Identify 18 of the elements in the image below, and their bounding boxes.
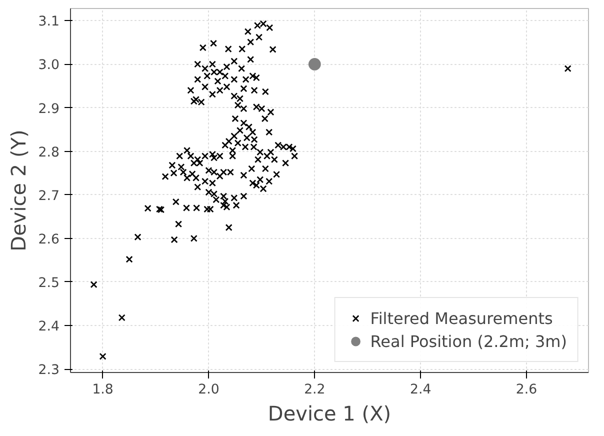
x-axis-title: Device 1 (X)	[268, 402, 392, 426]
x-tick-label: 2.4	[410, 382, 432, 398]
x-tick-label: 2.2	[304, 382, 326, 398]
x-tick-label: 2.0	[198, 382, 220, 398]
legend-label: Filtered Measurements	[370, 308, 553, 328]
y-tick-label: 2.9	[38, 102, 60, 117]
x-tick-label: 2.6	[516, 382, 538, 398]
y-tick-label: 2.4	[38, 319, 60, 334]
x-tick-label: 1.8	[92, 382, 114, 398]
y-tick-label: 3.1	[38, 14, 60, 30]
y-tick-label: 2.6	[38, 232, 60, 248]
y-tick-label: 2.5	[38, 276, 60, 291]
legend-label: Real Position (2.2m; 3m)	[370, 332, 567, 350]
y-axis-title: Device 2 (Y)	[6, 130, 30, 252]
y-tick-label: 2.8	[38, 145, 60, 160]
y-tick-label: 2.3	[38, 363, 60, 378]
y-tick-label: 2.7	[38, 188, 60, 204]
y-tick-label: 3.0	[38, 58, 60, 74]
